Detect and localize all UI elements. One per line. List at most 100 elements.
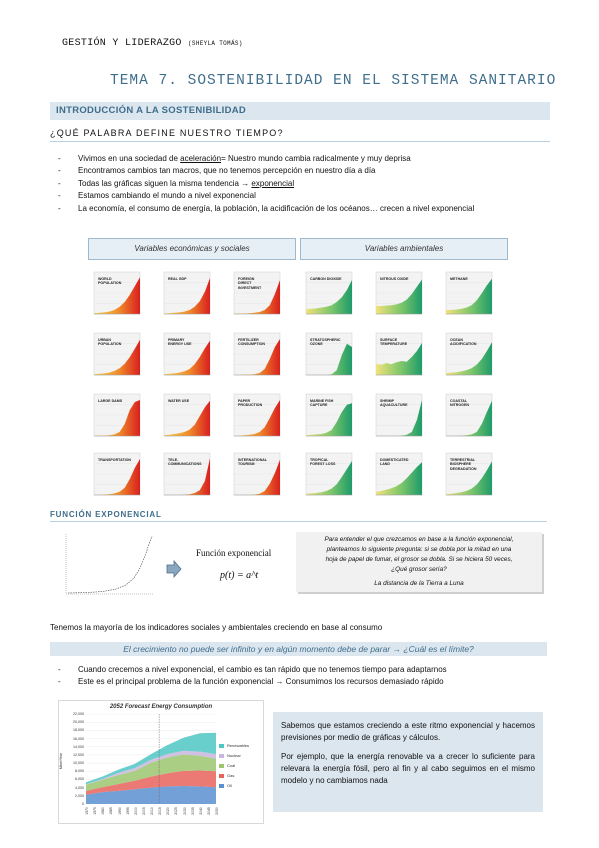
mini-chart-area bbox=[234, 459, 280, 495]
mini-chart-plot bbox=[375, 452, 423, 496]
mini-chart-area bbox=[446, 278, 492, 314]
x-tick-label: 2030 bbox=[182, 807, 187, 815]
mini-chart-area bbox=[446, 342, 492, 375]
mini-chart: SURFACE TEMPERATURE bbox=[370, 331, 423, 383]
mini-chart-plot bbox=[375, 271, 423, 315]
mini-chart: FERTILIZER CONSUMPTION bbox=[228, 331, 281, 383]
mini-chart-plot bbox=[163, 271, 211, 315]
mini-chart-area bbox=[164, 340, 210, 375]
variables-economic-box: Variables económicas y sociales bbox=[88, 238, 296, 260]
x-tick-label: 1995 bbox=[125, 807, 130, 815]
y-tick-label: 12,000 bbox=[73, 752, 84, 757]
mini-chart-label: TROPICAL FOREST LOSS bbox=[310, 458, 336, 467]
mini-chart-label: LARGE DAMS bbox=[98, 399, 123, 403]
mini-chart-area bbox=[164, 458, 210, 495]
box-line: hoja de papel de fumar, el grosor se dob… bbox=[325, 556, 513, 563]
chart-legend: Renewables Nuclear Coal Gas Oil bbox=[219, 743, 263, 793]
mini-chart: WATER USE bbox=[158, 392, 211, 444]
course-name: GESTIÓN Y LIDERAZGO bbox=[62, 38, 182, 49]
legend-swatch bbox=[219, 783, 224, 788]
mini-chart-label: WATER USE bbox=[168, 399, 190, 403]
mini-chart-area bbox=[376, 400, 422, 436]
mini-chart-plot bbox=[233, 332, 281, 376]
mini-chart-plot bbox=[305, 332, 353, 376]
mini-chart: COASTAL NITROGEN bbox=[440, 392, 493, 444]
bullet-item: Cuando crecemos a nivel exponencial, el … bbox=[58, 664, 447, 677]
legend-swatch bbox=[219, 753, 224, 758]
mini-chart: DOMESTICATED LAND bbox=[370, 451, 423, 503]
mini-chart-area bbox=[376, 462, 422, 495]
mini-chart-plot bbox=[305, 271, 353, 315]
mini-chart-label: WORLD POPULATION bbox=[98, 277, 122, 286]
legend-item: Renewables bbox=[219, 743, 263, 748]
mini-chart-plot bbox=[233, 393, 281, 437]
section-band-intro: INTRODUCCIÓN A LA SOSTENIBILIDAD bbox=[50, 102, 550, 120]
mini-chart-label: FERTILIZER CONSUMPTION bbox=[238, 338, 265, 347]
box-answer: La distancia de la Tierra a Luna bbox=[374, 580, 464, 587]
legend-item: Gas bbox=[219, 773, 263, 778]
mini-chart-area bbox=[306, 461, 352, 495]
mini-chart-label: STRATOSPHERIC OZONE bbox=[310, 338, 341, 347]
mini-chart-area bbox=[306, 280, 352, 314]
mini-chart-label: REAL GDP bbox=[168, 277, 187, 281]
legend-item: Nuclear bbox=[219, 753, 263, 758]
energy-forecast-chart: 2052 Forecast Energy Consumption Mtoe/Ye… bbox=[58, 700, 264, 824]
mini-chart-label: INTERNATIONAL TOURISM bbox=[238, 458, 268, 467]
legend-label: Oil bbox=[227, 783, 232, 788]
mini-chart-label: COASTAL NITROGEN bbox=[450, 399, 469, 408]
mini-chart: MARINE FISH CAPTURE bbox=[300, 392, 353, 444]
section-exponential: FUNCIÓN EXPONENCIAL bbox=[50, 510, 547, 522]
box-line: ¿Qué grosor sería? bbox=[391, 566, 447, 573]
mini-chart-area bbox=[234, 339, 280, 375]
y-tick-label: 0 bbox=[82, 802, 84, 806]
mini-chart-plot bbox=[375, 393, 423, 437]
mini-chart-plot bbox=[233, 452, 281, 496]
y-tick-label: 16,000 bbox=[73, 736, 84, 741]
y-tick-label: 2,000 bbox=[75, 793, 84, 798]
mini-chart-area bbox=[234, 400, 280, 436]
mini-chart-label: METHANE bbox=[450, 277, 468, 281]
exponential-plot bbox=[65, 534, 154, 595]
paper-folding-box: Para entender el que crezcamos en base a… bbox=[296, 532, 542, 592]
mini-chart-area bbox=[446, 461, 492, 495]
y-tick-label: 22,000 bbox=[73, 712, 84, 716]
mini-chart: TERRESTRIAL BIOSPHERE DEGRADATION bbox=[440, 451, 493, 503]
mini-chart-area bbox=[306, 343, 352, 375]
area-series-renewables bbox=[86, 732, 216, 785]
bullet-item: Este es el principal problema de la func… bbox=[58, 676, 447, 689]
mini-chart-plot bbox=[445, 393, 493, 437]
area-series-oil bbox=[86, 786, 216, 804]
mini-chart-area bbox=[306, 403, 352, 436]
mini-chart-area bbox=[94, 277, 140, 314]
mini-chart-plot bbox=[305, 452, 353, 496]
mini-chart-label: TRANSPORTATION bbox=[98, 458, 132, 462]
page-title: TEMA 7. SOSTENIBILIDAD EN EL SISTEMA SAN… bbox=[110, 73, 557, 89]
x-tick-label: 2015 bbox=[157, 807, 162, 815]
x-tick-label: 2035 bbox=[190, 807, 195, 815]
mini-chart-label: URBAN POPULATION bbox=[98, 338, 122, 347]
legend-label: Nuclear bbox=[227, 753, 241, 758]
energy-area-plot bbox=[86, 714, 216, 804]
note-paragraph-2: Por ejemplo, que la energía renovable va… bbox=[281, 752, 535, 785]
mini-chart-area bbox=[94, 459, 140, 495]
mini-chart: CARBON DIOXIDE bbox=[300, 270, 353, 322]
bullet-list-exponential: Cuando crecemos a nivel exponencial, el … bbox=[58, 664, 447, 689]
mini-chart: METHANE bbox=[440, 270, 493, 322]
chart-title: 2052 Forecast Energy Consumption bbox=[109, 704, 213, 710]
mini-chart-plot bbox=[305, 393, 353, 437]
mini-chart-plot bbox=[93, 271, 141, 315]
mini-chart-plot bbox=[163, 452, 211, 496]
forecast-note-box: Sabemos que estamos creciendo a este rit… bbox=[273, 712, 543, 812]
note-paragraph-1: Sabemos que estamos creciendo a este rit… bbox=[281, 721, 535, 742]
mini-chart-plot bbox=[93, 393, 141, 437]
limit-band: El crecimiento no puede ser infinito y e… bbox=[50, 642, 547, 656]
mini-chart-label: MARINE FISH CAPTURE bbox=[310, 399, 334, 408]
bullet-item: Estamos cambiando el mundo a nivel expon… bbox=[58, 190, 474, 203]
mini-chart-label: OCEAN ACIDIFICATION bbox=[450, 338, 477, 347]
mini-chart: REAL GDP bbox=[158, 270, 211, 322]
x-tick-label: 1970 bbox=[84, 807, 89, 815]
mini-chart-area bbox=[94, 400, 140, 436]
mini-chart: LARGE DAMS bbox=[88, 392, 141, 444]
x-tick-label: 2040 bbox=[198, 807, 203, 815]
